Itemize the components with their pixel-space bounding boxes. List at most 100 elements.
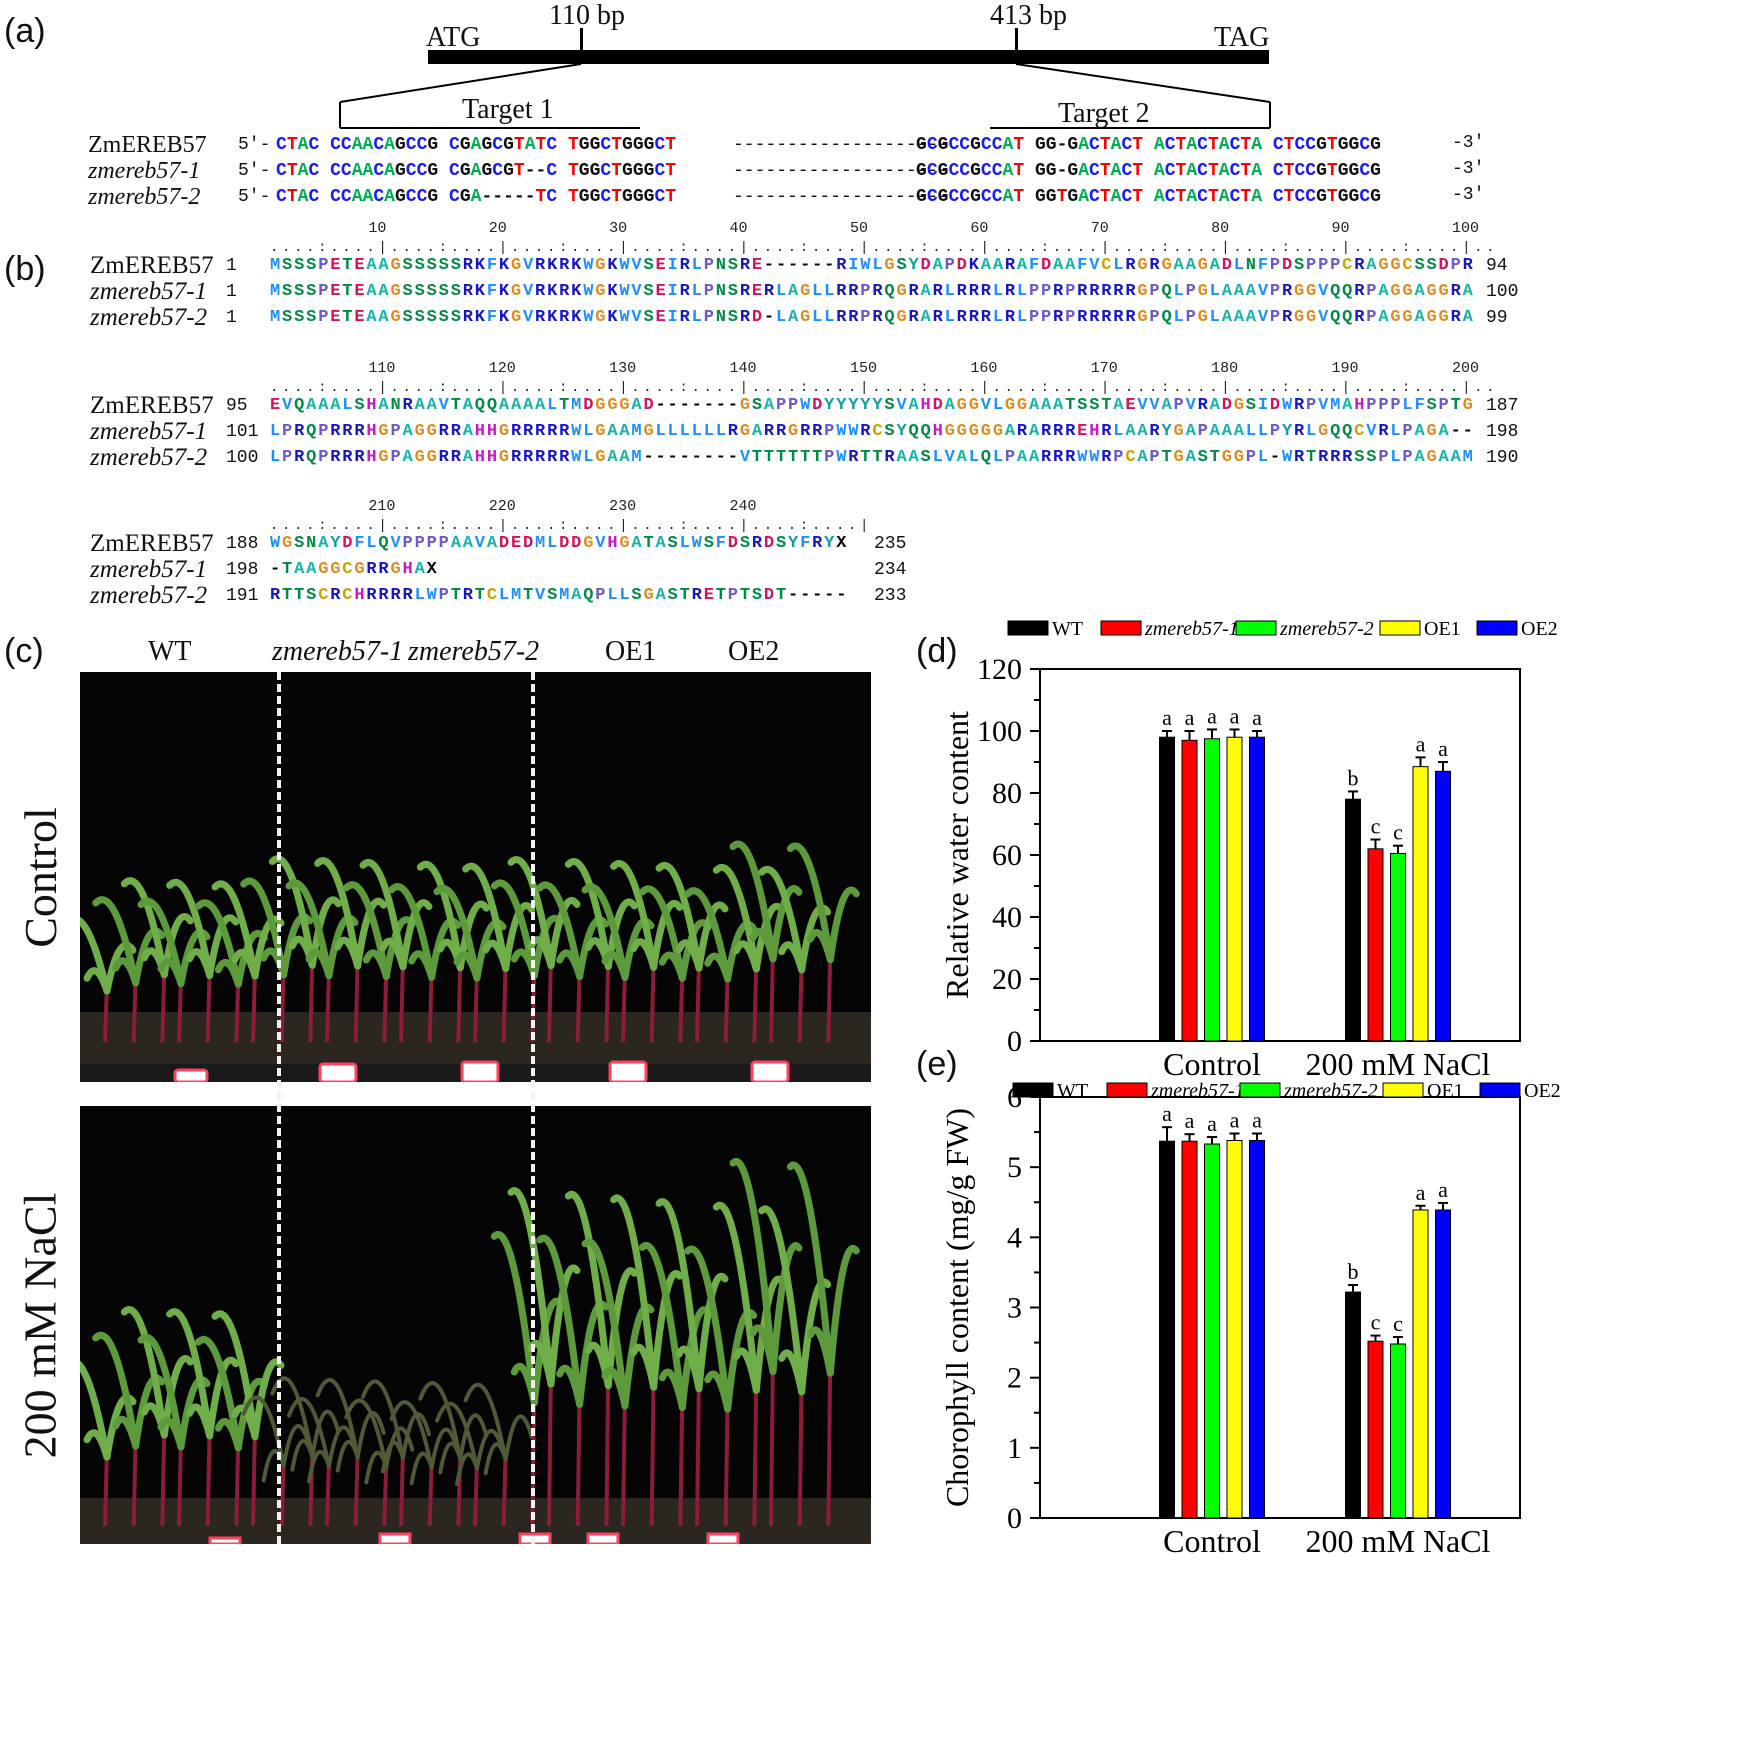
seedling-stem	[604, 956, 611, 1043]
y-tick-label: 5	[1007, 1151, 1022, 1184]
seedling-stem	[234, 976, 241, 1043]
protein-seq-name: zmereb57-2	[90, 582, 208, 609]
seedling-leaf	[536, 881, 584, 980]
ruler-number: 80	[1211, 220, 1230, 237]
seedling-leaf	[132, 927, 166, 987]
seedling-leaf	[610, 1194, 658, 1391]
seedling-stem	[279, 966, 286, 1043]
seedling-leaf	[507, 856, 555, 970]
legend-label: WT	[1057, 1080, 1088, 1102]
dna-seq-right: GCGCCGCCAT GG-GACTACT ACTACTACTA CTCCGTG…	[916, 161, 1381, 181]
protein-end-index: 100	[1486, 282, 1519, 302]
seedling-leaf	[342, 881, 390, 980]
seedling-leaf	[655, 1198, 703, 1393]
bar-zmereb57-2	[1204, 1143, 1220, 1519]
significance-letter: c	[1371, 1310, 1381, 1335]
ruler-number: 20	[488, 220, 507, 237]
y-tick-label: 80	[992, 777, 1022, 810]
y-tick-label: 2	[1007, 1362, 1022, 1395]
y-tick-label: 1	[1007, 1432, 1022, 1465]
y-tick-label: 60	[992, 839, 1022, 872]
seedling-leaf	[729, 840, 777, 963]
genotype-label-ko1: zmereb57-1	[272, 636, 404, 667]
dna-seq-left: CTAC CCAACAGCCG CGAGCGTATC TGGCTGGGCT	[276, 135, 677, 155]
protein-end-index: 198	[1486, 422, 1519, 442]
seedling-leaf	[280, 913, 314, 979]
alignment-ruler: ....:....|....:....|....:....|....:....|…	[270, 240, 1499, 256]
bar-wt	[1159, 1140, 1175, 1519]
protein-start-index: 95	[226, 396, 248, 416]
ruler-number: 70	[1090, 220, 1109, 237]
bar-oe2	[1249, 1140, 1265, 1519]
significance-letter: a	[1162, 705, 1172, 730]
ruler-number: 40	[729, 220, 748, 237]
seedling-leaf	[137, 897, 185, 988]
seedling-leaf	[389, 1400, 434, 1470]
genotype-label-oe2: OE2	[728, 636, 780, 667]
dna-seq-left: CTAC CCAACAGCCG CGA-----TC TGGCTGGGCT	[276, 187, 677, 207]
seedling-stem	[234, 1437, 241, 1527]
seedling-leaf	[684, 1245, 732, 1413]
seedling-stem	[826, 1353, 833, 1527]
seedling-leaf	[194, 1336, 242, 1452]
bar-oe1	[1226, 736, 1243, 1042]
dna-5prime: 5'-	[238, 161, 271, 181]
seedling-leaf	[462, 862, 510, 972]
seedling-stem	[649, 1369, 656, 1527]
bar-zmereb57-1	[1181, 739, 1198, 1042]
seedling-leaf	[361, 1379, 405, 1461]
seedling-stem	[769, 1352, 775, 1527]
seedling-leaf	[581, 883, 629, 981]
seedling-leaf	[610, 860, 658, 971]
ruler-number: 30	[609, 220, 628, 237]
significance-letter: a	[1185, 1108, 1195, 1133]
seedling-stem	[131, 975, 138, 1043]
seedling-leaf	[458, 1413, 489, 1462]
protein-seq-name: zmereb57-1	[90, 278, 208, 305]
dna-seq-name: zmereb57-2	[88, 184, 201, 210]
seedling-stem	[160, 966, 167, 1043]
seedling-stem	[473, 969, 479, 1043]
seedling-leaf	[564, 858, 612, 970]
bar-oe1	[1226, 1140, 1243, 1519]
legend-swatch	[1379, 620, 1421, 636]
genotype-label-oe1: OE1	[605, 636, 657, 667]
seedling-stem	[103, 1448, 109, 1527]
x-category-label: 200 mM NaCl	[1306, 1523, 1491, 1559]
protein-start-index: 1	[226, 256, 237, 276]
legend-swatch	[1100, 620, 1142, 636]
seedling-leaf	[310, 1409, 341, 1459]
y-tick-label: 0	[1007, 1502, 1022, 1535]
seedling-leaf	[798, 1278, 832, 1396]
stop-codon-label: TAG	[1214, 22, 1270, 53]
seedling-stem	[797, 1375, 804, 1527]
seedling-stem	[427, 1460, 434, 1527]
legend-swatch	[1106, 1082, 1148, 1098]
significance-letter: a	[1230, 1107, 1240, 1132]
protein-start-index: 188	[226, 534, 259, 554]
plant-photo-control	[80, 672, 871, 1082]
seedling-leaf	[137, 1333, 185, 1451]
y-tick-label: 40	[992, 901, 1022, 934]
seedling-stem	[501, 1451, 508, 1527]
significance-letter: a	[1207, 703, 1217, 728]
y-tick-label: 3	[1007, 1292, 1022, 1325]
seedling-stem	[251, 1425, 257, 1527]
genotype-label-wt: WT	[148, 636, 192, 667]
panel-label-d: (d)	[916, 632, 958, 670]
seedling-stem	[456, 958, 463, 1043]
seedling-leaf	[475, 1428, 505, 1471]
ruler-number: 210	[368, 498, 396, 515]
protein-seq-name: ZmEREB57	[90, 392, 214, 419]
seedling-stem	[177, 976, 183, 1043]
ruler-number: 60	[970, 220, 989, 237]
seedling-stem	[797, 960, 804, 1043]
protein-start-index: 101	[226, 422, 259, 442]
bar-wt	[1159, 736, 1175, 1042]
seedling-leaf	[166, 1308, 214, 1440]
seedling-leaf	[132, 1374, 166, 1450]
dna-5prime: 5'-	[238, 135, 271, 155]
seedling-stem	[382, 1459, 389, 1527]
y-tick-label: 20	[992, 963, 1022, 996]
